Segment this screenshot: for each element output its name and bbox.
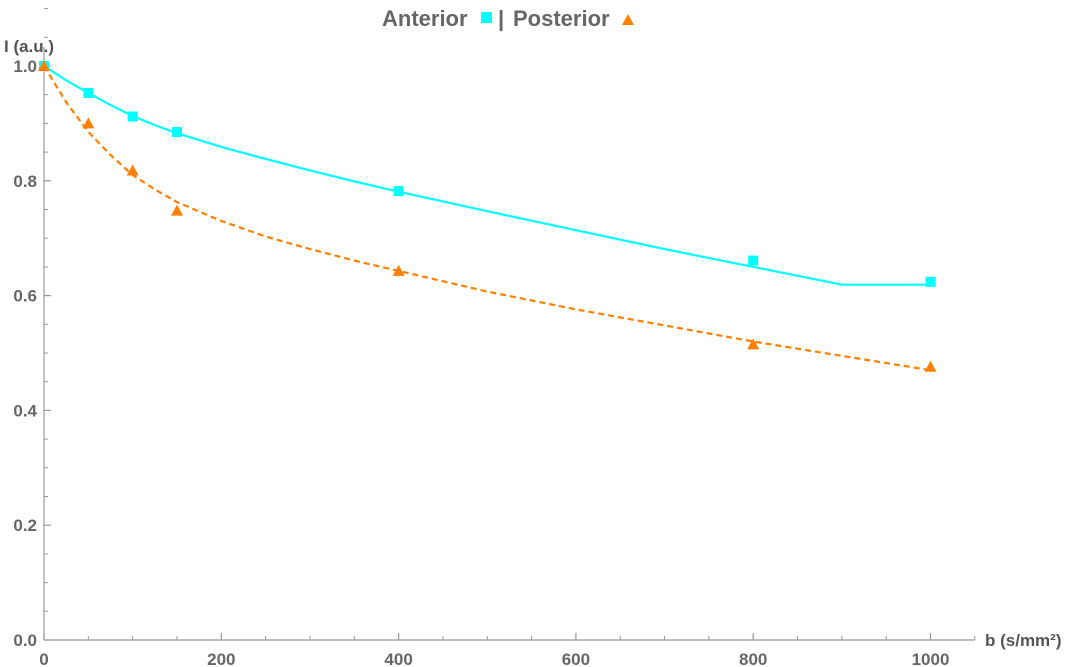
- x-axis-label: b (s/mm²): [985, 631, 1062, 650]
- fit-curves: [43, 65, 931, 372]
- y-ticks: 0.0 0.2 0.4 0.6 0.8 1.0: [13, 8, 51, 650]
- x-tick-label: 800: [739, 650, 767, 667]
- chart-title: Anterior | Posterior: [382, 6, 634, 31]
- title-anterior: Anterior: [382, 6, 468, 31]
- posterior-point: [392, 264, 405, 276]
- x-tick-label: 200: [207, 650, 235, 667]
- posterior-point: [170, 204, 183, 216]
- y-axis-label: I (a.u.): [4, 37, 54, 56]
- y-tick-label: 0.8: [13, 172, 37, 191]
- anterior-point: [925, 276, 936, 287]
- posterior-point: [747, 338, 760, 350]
- posterior-fit-line: [43, 65, 931, 372]
- x-tick-label: 600: [562, 650, 590, 667]
- y-tick-label: 0.2: [13, 516, 37, 535]
- y-tick-label: 0.0: [13, 631, 37, 650]
- posterior-point: [924, 360, 937, 372]
- y-tick-label: 0.6: [13, 287, 37, 306]
- x-tick-label: 0: [39, 650, 48, 667]
- title-anterior-square-icon: [481, 12, 492, 23]
- anterior-point: [393, 186, 404, 197]
- anterior-point: [83, 87, 94, 98]
- posterior-point: [38, 60, 50, 71]
- posterior-point: [126, 164, 139, 176]
- y-tick-label: 1.0: [13, 57, 37, 76]
- data-points: [38, 60, 937, 372]
- anterior-point: [748, 255, 759, 266]
- anterior-point: [171, 127, 182, 138]
- anterior-point: [127, 111, 138, 122]
- title-posterior: Posterior: [513, 6, 610, 31]
- title-separator: |: [498, 6, 504, 31]
- posterior-point: [82, 117, 95, 129]
- x-tick-label: 1000: [912, 650, 950, 667]
- anterior-fit-line: [43, 65, 931, 286]
- x-ticks: 0 200 400 600 800 1000: [39, 633, 976, 667]
- y-tick-label: 0.4: [13, 401, 37, 420]
- x-tick-label: 400: [384, 650, 412, 667]
- title-posterior-triangle-icon: [622, 14, 634, 25]
- axes: b (s/mm²) I (a.u.): [4, 37, 1062, 650]
